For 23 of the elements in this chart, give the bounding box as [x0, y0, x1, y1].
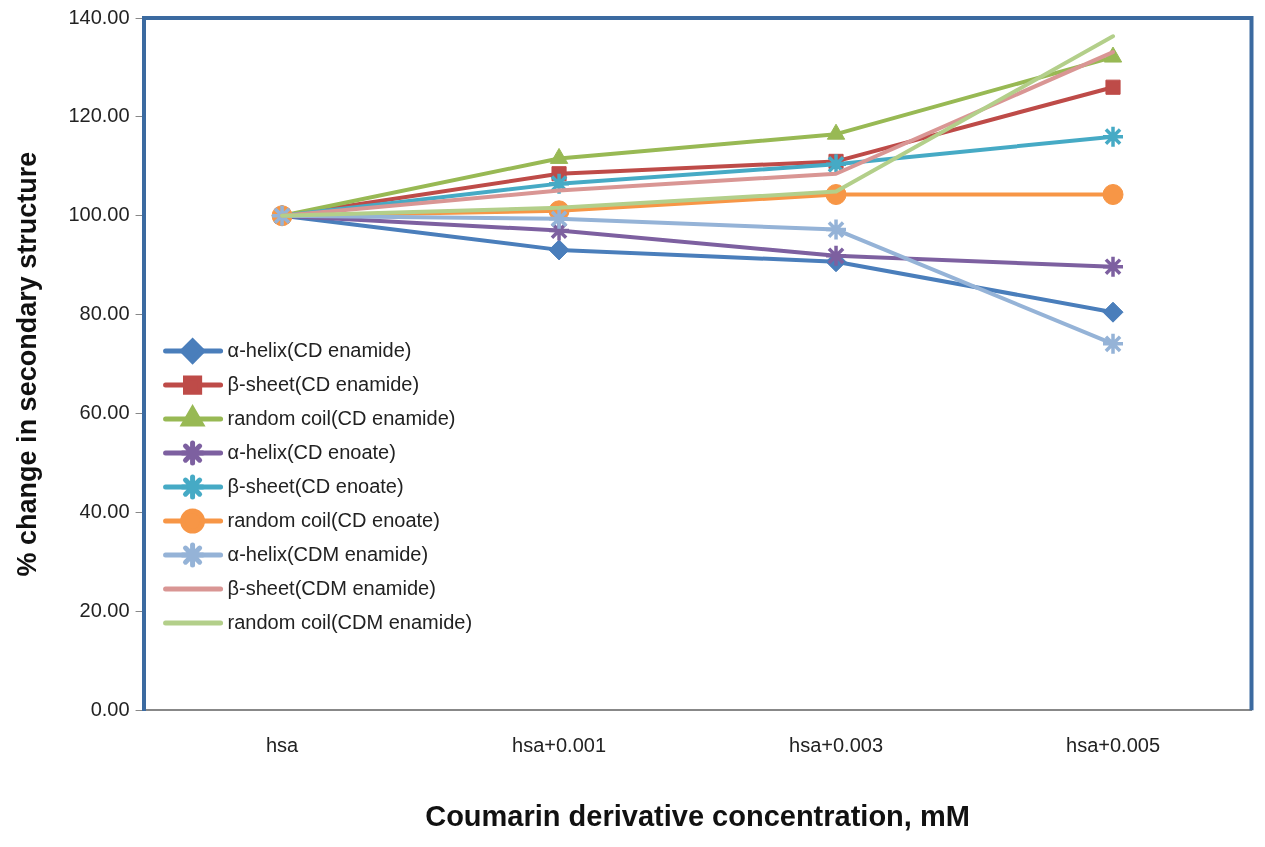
y-axis-title: % change in secondary structure [11, 151, 42, 577]
legend-label: random coil(CD enamide) [227, 406, 456, 429]
legend-label: α-helix(CD enoate) [227, 440, 396, 463]
y-tick-label: 100.00 [68, 203, 130, 226]
y-tick-label: 60.00 [79, 401, 130, 424]
x-tick-label: hsa+0.001 [512, 733, 607, 756]
y-tick-label: 40.00 [79, 499, 130, 522]
x-tick-label: hsa+0.005 [1066, 733, 1160, 756]
legend-label: β-sheet(CDM enamide) [227, 576, 436, 599]
legend-label: α-helix(CD enamide) [227, 338, 412, 361]
y-tick-label: 80.00 [79, 302, 130, 325]
x-tick-label: hsa+0.003 [789, 733, 884, 756]
legend-label: α-helix(CDM enamide) [227, 542, 429, 565]
x-axis-title: Coumarin derivative concentration, mM [425, 799, 970, 832]
y-tick-label: 20.00 [79, 598, 130, 621]
y-tick-label: 0.00 [90, 697, 130, 720]
y-tick-label: 140.00 [68, 5, 130, 28]
legend-label: β-sheet(CD enoate) [227, 474, 404, 497]
x-tick-label: hsa [265, 733, 300, 756]
y-tick-label: 120.00 [68, 104, 130, 127]
legend-label: random coil(CDM enamide) [227, 610, 473, 633]
legend-label: random coil(CD enoate) [227, 508, 440, 531]
legend-label: β-sheet(CD enamide) [227, 372, 420, 395]
